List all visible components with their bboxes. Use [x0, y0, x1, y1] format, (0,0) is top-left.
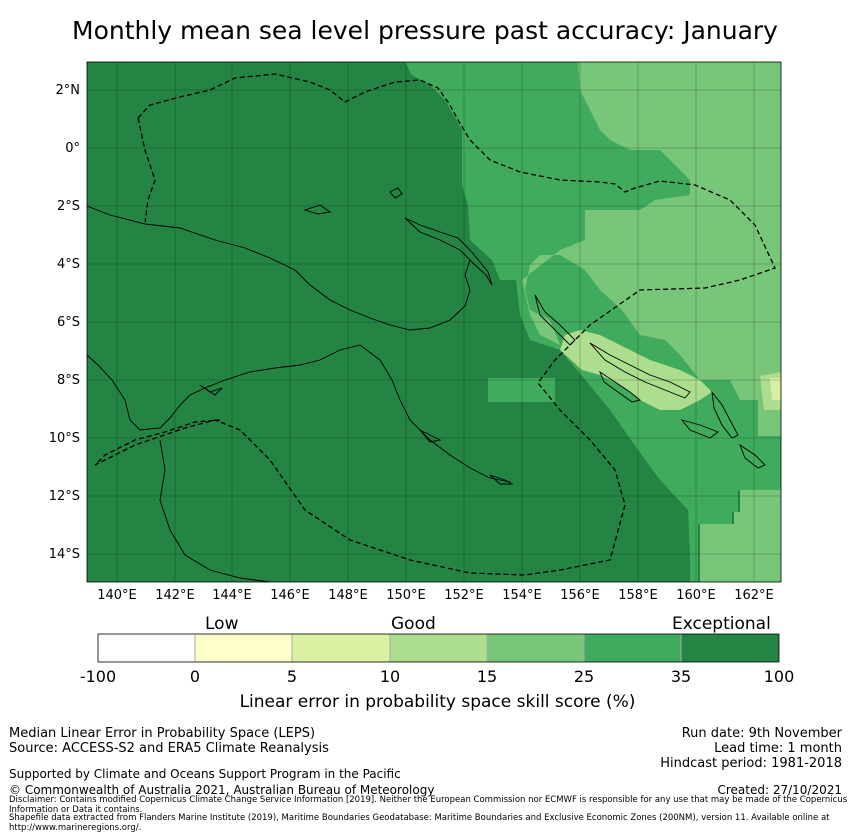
lon-label: 162°E — [734, 588, 774, 603]
lat-label: 2°N — [55, 83, 81, 98]
colorbar-segment — [584, 634, 681, 662]
lat-label: 10°S — [48, 431, 80, 446]
category-low: Low — [205, 614, 239, 634]
coastlines — [87, 187, 766, 582]
colorbar-segment — [390, 634, 487, 662]
colorbar-segment — [681, 634, 779, 662]
skill-field — [87, 62, 781, 582]
category-good: Good — [391, 614, 436, 634]
graticule — [87, 62, 781, 582]
lat-label: 4°S — [56, 257, 80, 272]
field-10-15 — [560, 330, 781, 410]
lat-label: 12°S — [48, 489, 80, 504]
lat-label: 8°S — [56, 373, 80, 388]
lon-label: 156°E — [560, 588, 600, 603]
colorbar-tick: 35 — [670, 667, 692, 686]
lon-label: 140°E — [97, 588, 137, 603]
shapefile-credit: Shapefile data extracted from Flanders M… — [9, 813, 830, 833]
footer-copyright: © Commonwealth of Australia 2021, Austra… — [9, 783, 435, 797]
colorbar-segment — [195, 634, 292, 662]
lon-label: 154°E — [502, 588, 542, 603]
lon-label: 160°E — [676, 588, 716, 603]
lat-label: 0° — [65, 141, 80, 156]
lon-label: 158°E — [618, 588, 658, 603]
lon-label: 146°E — [270, 588, 310, 603]
colorbar-tick: 0 — [189, 667, 201, 686]
colorbar-tick: 5 — [286, 667, 298, 686]
colorbar-tick: 100 — [763, 667, 795, 686]
disclaimer: Disclaimer: Contains modified Copernicus… — [9, 795, 848, 815]
run-date: Run date: 9th November — [681, 726, 842, 741]
field-5-10 — [770, 378, 781, 400]
lat-label: 6°S — [56, 315, 80, 330]
field-25-35 — [405, 62, 781, 582]
colorbar — [97, 633, 780, 663]
created-date: Created: 27/10/2021 — [717, 783, 842, 797]
colorbar-segment — [487, 634, 584, 662]
footer-source: Source: ACCESS-S2 and ERA5 Climate Reana… — [9, 741, 329, 756]
lon-label: 144°E — [212, 588, 252, 603]
footer-support: Supported by Climate and Oceans Support … — [9, 767, 401, 781]
lon-label: 150°E — [386, 588, 426, 603]
hindcast-period: Hindcast period: 1981-2018 — [660, 756, 842, 771]
colorbar-tick: 15 — [476, 667, 498, 686]
chart-title: Monthly mean sea level pressure past acc… — [72, 16, 778, 45]
colorbar-tick: -100 — [79, 667, 117, 686]
lon-label: 148°E — [328, 588, 368, 603]
lat-label: 2°S — [56, 199, 80, 214]
category-exceptional: Exceptional — [672, 614, 771, 634]
colorbar-tick: 25 — [573, 667, 595, 686]
eez-boundaries — [94, 73, 776, 576]
lat-label: 14°S — [48, 547, 80, 562]
colorbar-segment — [98, 634, 195, 662]
lead-time: Lead time: 1 month — [714, 741, 842, 756]
colorbar-label: Linear error in probability space skill … — [239, 692, 636, 712]
colorbar-tick: 10 — [379, 667, 401, 686]
lon-label: 152°E — [444, 588, 484, 603]
colorbar-segment — [292, 634, 390, 662]
lon-label: 142°E — [155, 588, 195, 603]
footer-metric: Median Linear Error in Probability Space… — [9, 726, 316, 741]
field-15-25 — [522, 62, 781, 582]
